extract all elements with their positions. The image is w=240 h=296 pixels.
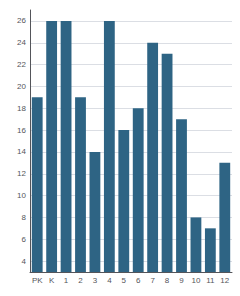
svg-text:8: 8	[22, 213, 27, 222]
svg-text:14: 14	[17, 147, 26, 156]
svg-text:20: 20	[17, 82, 26, 91]
svg-text:11: 11	[206, 276, 215, 285]
svg-text:10: 10	[191, 276, 200, 285]
svg-text:16: 16	[17, 126, 26, 135]
svg-text:2: 2	[78, 276, 83, 285]
svg-text:4: 4	[107, 276, 112, 285]
svg-text:3: 3	[93, 276, 98, 285]
svg-text:22: 22	[17, 60, 26, 69]
svg-text:24: 24	[17, 38, 26, 47]
svg-text:K: K	[49, 276, 55, 285]
svg-text:5: 5	[122, 276, 127, 285]
svg-text:12: 12	[220, 276, 229, 285]
svg-text:26: 26	[17, 16, 26, 25]
svg-text:6: 6	[22, 235, 27, 244]
svg-text:7: 7	[150, 276, 155, 285]
svg-text:6: 6	[136, 276, 141, 285]
svg-text:12: 12	[17, 169, 26, 178]
svg-text:18: 18	[17, 104, 26, 113]
svg-text:10: 10	[17, 191, 26, 200]
svg-text:PK: PK	[32, 276, 43, 285]
svg-text:9: 9	[179, 276, 184, 285]
svg-text:1: 1	[64, 276, 69, 285]
svg-text:8: 8	[165, 276, 170, 285]
svg-text:4: 4	[22, 257, 27, 266]
